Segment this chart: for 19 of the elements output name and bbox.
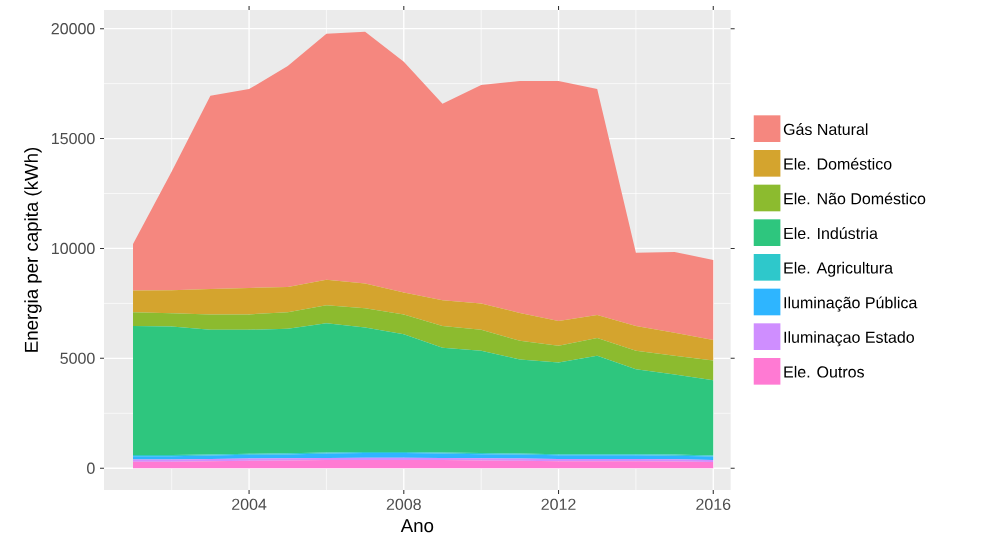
legend-label: Ele. Doméstico bbox=[784, 157, 892, 170]
y-axis-title: Energia per capita (kWh) bbox=[24, 147, 42, 352]
y-tick-label: 15000 bbox=[52, 132, 95, 145]
y-tick-label: 10000 bbox=[52, 242, 95, 255]
x-tick-label: 2012 bbox=[541, 498, 576, 511]
legend-label: Ele. Indústria bbox=[784, 227, 878, 240]
y-tick-label: 20000 bbox=[51, 23, 95, 35]
x-tick-label: 2004 bbox=[232, 498, 267, 511]
y-tick-label: 0 bbox=[87, 462, 95, 474]
legend-label: Ele. Agricultura bbox=[784, 261, 894, 277]
x-tick-label: 2016 bbox=[696, 498, 731, 511]
x-tick-label: 2008 bbox=[386, 498, 421, 511]
legend-label: Gás Natural bbox=[783, 123, 868, 136]
legend-label: Ele. Não Doméstico bbox=[784, 192, 926, 205]
legend-label: Iluminaçao Estado bbox=[784, 331, 914, 347]
legend-label: Iluminação Pública bbox=[784, 296, 918, 312]
legend-label: Ele. Outros bbox=[784, 365, 864, 378]
x-axis-title: Ano bbox=[400, 519, 434, 533]
y-tick-label: 5000 bbox=[60, 352, 95, 364]
